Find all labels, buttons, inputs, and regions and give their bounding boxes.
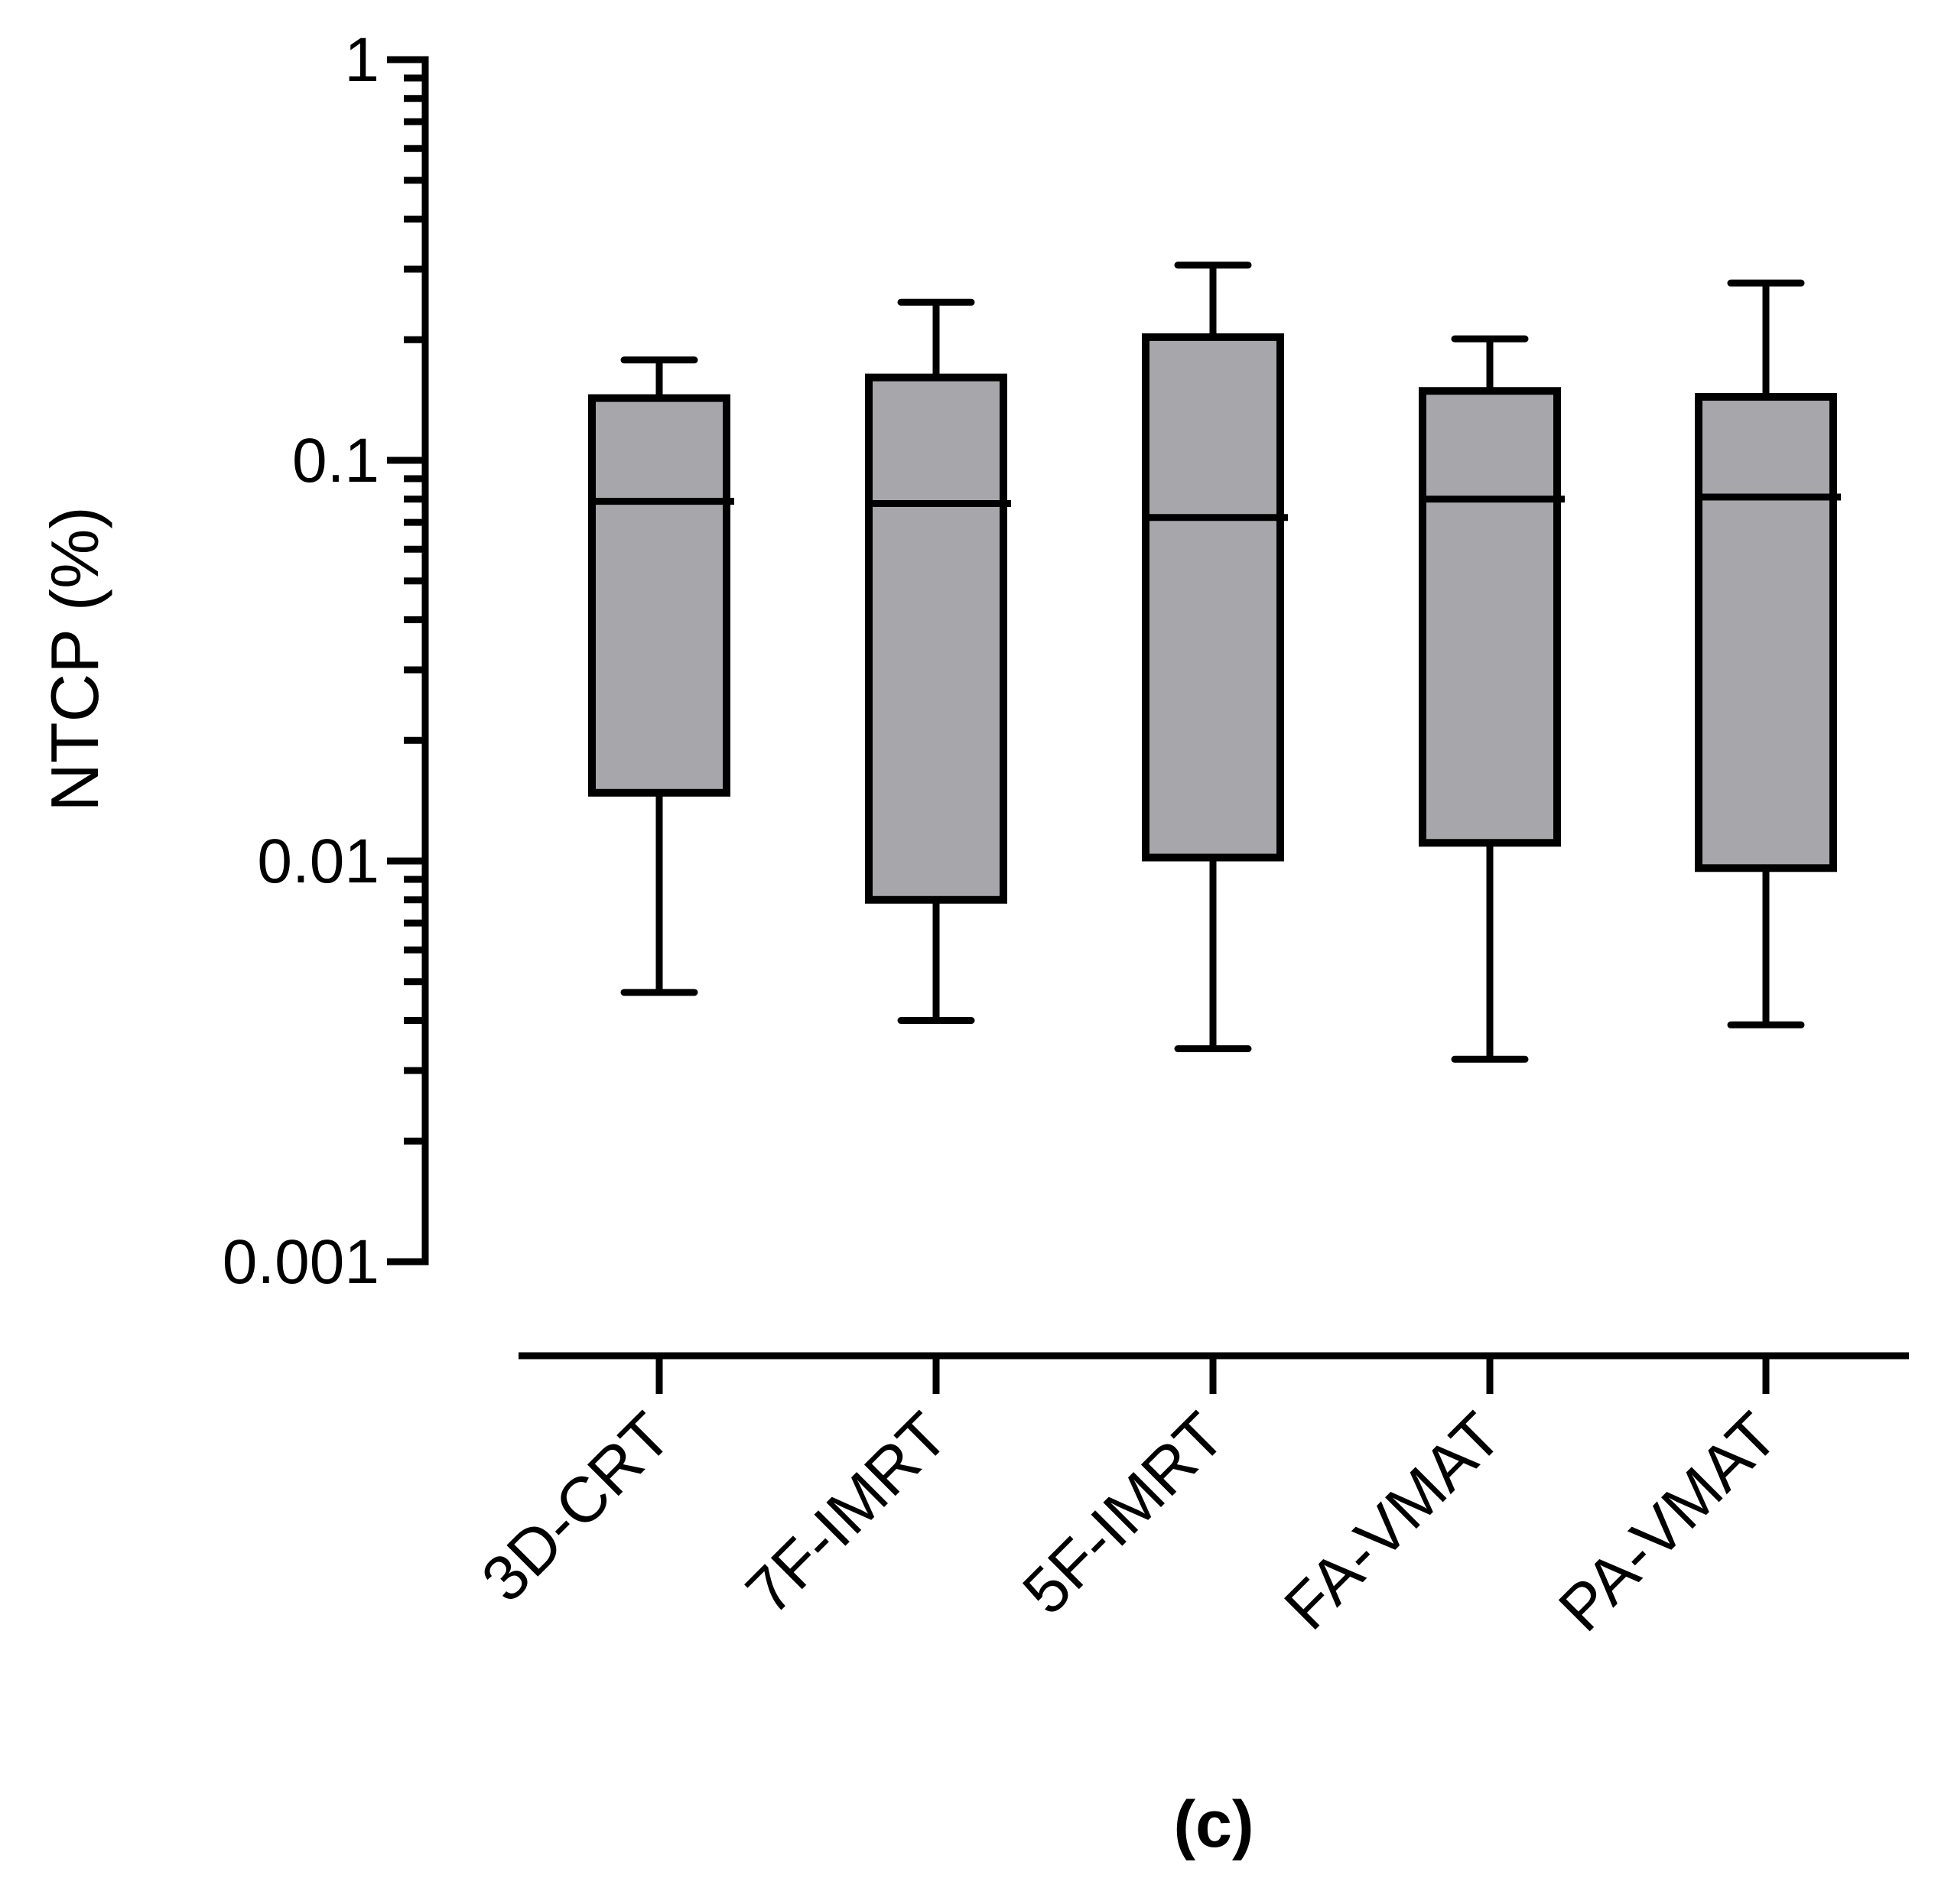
x-tick-label: PA-VMAT xyxy=(1545,1399,1791,1645)
x-tick-label: FA-VMAT xyxy=(1270,1399,1514,1642)
box-series xyxy=(588,262,1841,1063)
x-tick-label: 3D-CRT xyxy=(468,1399,684,1615)
box-3d-crt xyxy=(588,356,734,996)
iqr-box xyxy=(588,394,730,797)
box-5f-imrt xyxy=(1142,262,1288,1053)
x-axis: 3D-CRT 7F-IMRT 5F-IMRT FA-VMAT PA-VMAT xyxy=(468,1352,1909,1645)
iqr-box xyxy=(1695,393,1837,872)
iqr-box xyxy=(865,373,1007,904)
panel-label: (c) xyxy=(1173,1788,1254,1861)
iqr-box xyxy=(1419,387,1561,847)
x-tick-label: 5F-IMRT xyxy=(1009,1399,1238,1628)
y-tick-label: 0.01 xyxy=(257,827,379,896)
box-7f-imrt xyxy=(865,298,1011,1025)
y-axis-title: NTCP (%) xyxy=(37,506,112,811)
y-axis: 0.001 0.01 0.1 1 xyxy=(223,25,429,1297)
iqr-box xyxy=(1142,333,1284,862)
x-tick-label: 7F-IMRT xyxy=(732,1399,961,1628)
box-fa-vmat xyxy=(1419,335,1565,1063)
y-tick-label: 0.1 xyxy=(292,426,379,495)
y-tick-label: 0.001 xyxy=(223,1227,379,1297)
y-tick-label: 1 xyxy=(344,25,379,95)
box-pa-vmat xyxy=(1695,279,1841,1028)
